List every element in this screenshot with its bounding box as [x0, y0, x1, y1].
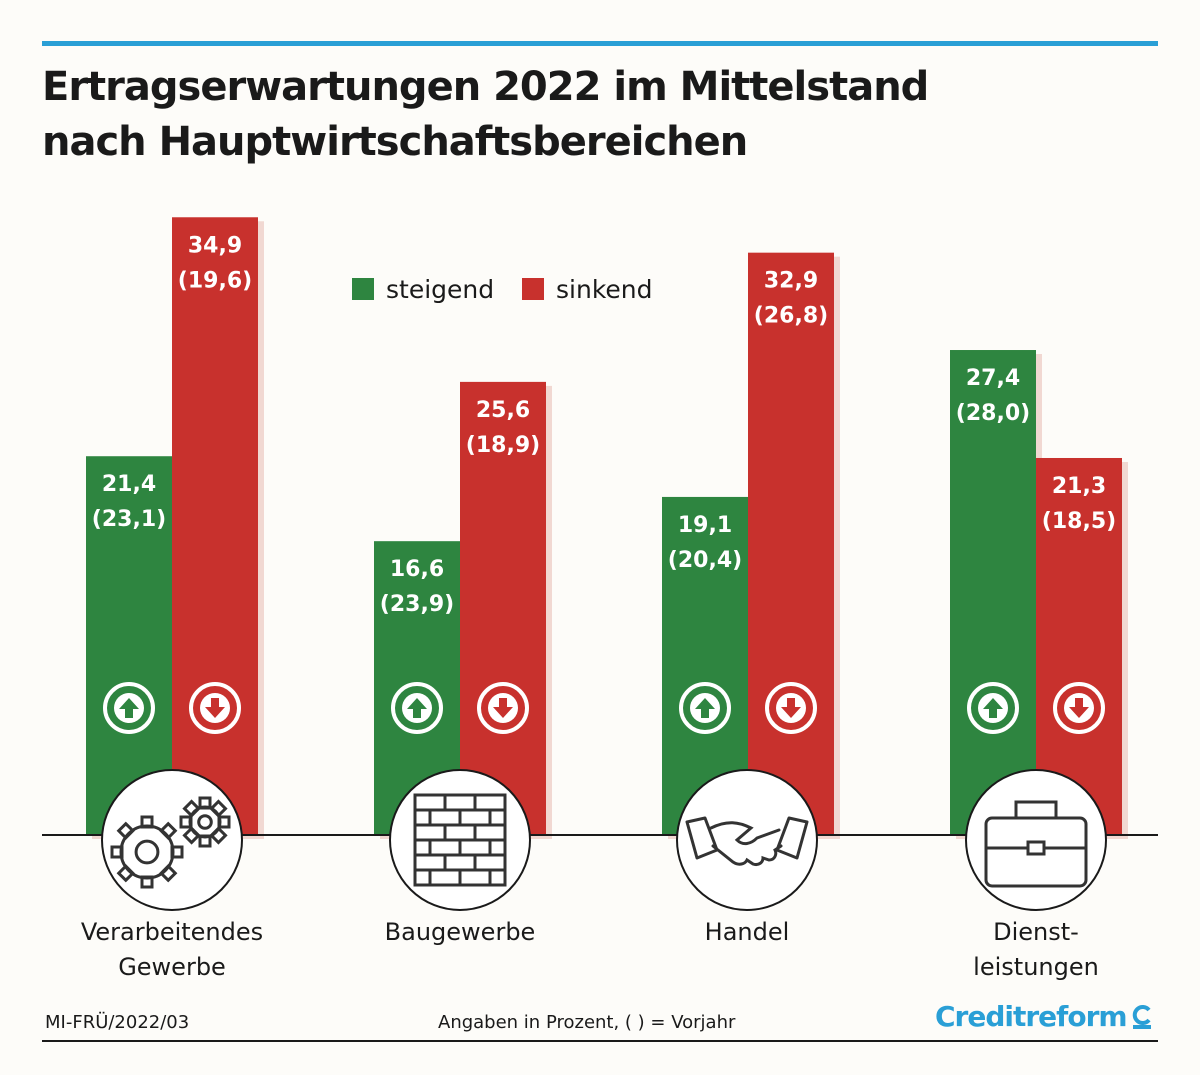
arrow-up-icon — [967, 682, 1019, 734]
footer-code: MI-FRÜ/2022/03 — [45, 1012, 190, 1033]
bar-previous-label: (23,9) — [380, 592, 454, 617]
title-line-1: Ertragserwartungen 2022 im Mittelstand — [42, 64, 929, 110]
bar-previous-label: (18,9) — [466, 433, 540, 458]
category-label: leistungen — [973, 953, 1099, 981]
bar-chart: 21,4 (23,1) 16,6 (23,9) 19,1 (20,4) 27,4 (28,0)… — [42, 217, 1158, 981]
bar-previous-label: (20,4) — [668, 548, 742, 573]
category-label: Gewerbe — [118, 953, 226, 981]
briefcase-icon — [984, 800, 1088, 888]
legend-swatch-sinkend — [522, 278, 544, 300]
brick-wall-icon — [413, 793, 507, 887]
bar-value-label: 21,3 — [1052, 474, 1106, 499]
arrow-up-icon — [391, 682, 443, 734]
title-line-2: nach Hauptwirtschaftsbereichen — [42, 119, 748, 165]
bar-value-label: 25,6 — [476, 398, 530, 423]
bar-previous-label: (26,8) — [754, 304, 828, 329]
arrow-up-icon — [103, 682, 155, 734]
bar-value-label: 21,4 — [102, 472, 156, 497]
legend-label-steigend: steigend — [386, 275, 494, 304]
bar-value-label: 34,9 — [188, 233, 242, 258]
creditreform-mark-icon — [1132, 1004, 1151, 1029]
bar-previous-label: (28,0) — [956, 401, 1030, 426]
footer-note: Angaben in Prozent, ( ) = Vorjahr — [438, 1012, 736, 1033]
bar-previous-label: (18,5) — [1042, 509, 1116, 534]
bar-previous-label: (23,1) — [92, 507, 166, 532]
legend-swatch-steigend — [352, 278, 374, 300]
gears-icon — [110, 796, 231, 889]
category-label: Baugewerbe — [385, 918, 536, 946]
brand-name: Creditreform — [935, 1000, 1128, 1033]
creditreform-logo: Creditreform — [935, 1000, 1153, 1033]
bar-steigend-3 — [950, 350, 1036, 835]
bar-sinkend-1 — [460, 381, 546, 835]
category-label: Dienst- — [993, 918, 1079, 946]
bar-value-label: 27,4 — [966, 366, 1020, 391]
bar-value-label: 16,6 — [390, 557, 444, 582]
arrow-down-icon — [765, 682, 817, 734]
category-icon-circle — [676, 769, 818, 911]
bar-sinkend-2 — [748, 252, 834, 836]
arrow-down-icon — [189, 682, 241, 734]
bar-sinkend-0 — [172, 217, 258, 835]
bar-value-label: 32,9 — [764, 269, 818, 294]
handshake-icon — [685, 816, 809, 866]
category-label: Handel — [705, 918, 790, 946]
arrow-up-icon — [679, 682, 731, 734]
chart-title: Ertragserwartungen 2022 im Mittelstand n… — [42, 60, 929, 170]
category-label: Verarbeitendes — [81, 918, 263, 946]
arrow-down-icon — [477, 682, 529, 734]
category-icon-circle — [965, 769, 1107, 911]
bar-value-label: 19,1 — [678, 513, 732, 538]
bottom-rule — [42, 1040, 1158, 1042]
arrow-down-icon — [1053, 682, 1105, 734]
bar-previous-label: (19,6) — [178, 268, 252, 293]
top-rule — [42, 41, 1158, 46]
legend-label-sinkend: sinkend — [556, 275, 653, 304]
